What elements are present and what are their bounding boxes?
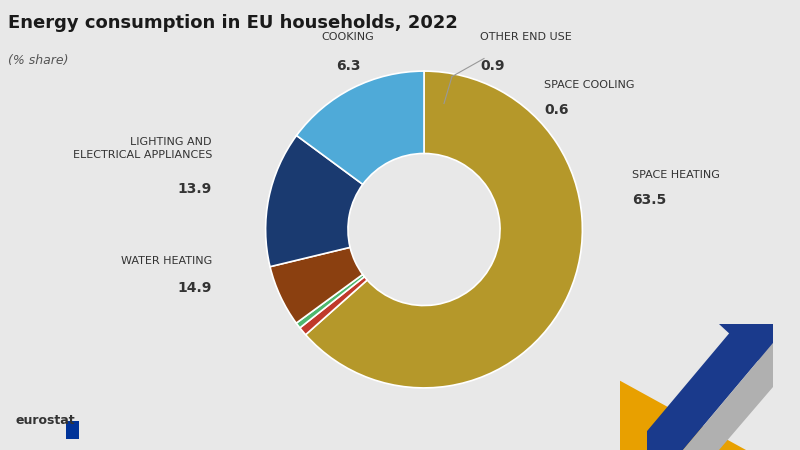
Text: 0.9: 0.9 [480,58,505,72]
Text: 6.3: 6.3 [336,58,360,72]
Text: (% share): (% share) [8,54,69,67]
Text: SPACE HEATING: SPACE HEATING [632,170,720,180]
Wedge shape [300,277,367,335]
Polygon shape [683,343,773,450]
Polygon shape [719,324,773,374]
Wedge shape [306,71,582,388]
Text: Energy consumption in EU households, 2022: Energy consumption in EU households, 202… [8,14,458,32]
Polygon shape [647,324,773,450]
Text: LIGHTING AND
ELECTRICAL APPLIANCES: LIGHTING AND ELECTRICAL APPLIANCES [73,137,212,160]
Wedge shape [297,71,424,184]
Wedge shape [270,248,362,323]
Text: WATER HEATING: WATER HEATING [121,256,212,266]
Text: 0.6: 0.6 [544,103,569,117]
Polygon shape [620,381,746,450]
Text: COOKING: COOKING [322,32,374,41]
Text: SPACE COOLING: SPACE COOLING [544,80,634,90]
Text: 63.5: 63.5 [632,193,666,207]
Text: 14.9: 14.9 [178,281,212,295]
Wedge shape [296,274,365,328]
Text: OTHER END USE: OTHER END USE [480,32,572,41]
Wedge shape [266,135,363,267]
Text: 13.9: 13.9 [178,182,212,196]
Text: eurostat: eurostat [16,414,76,428]
